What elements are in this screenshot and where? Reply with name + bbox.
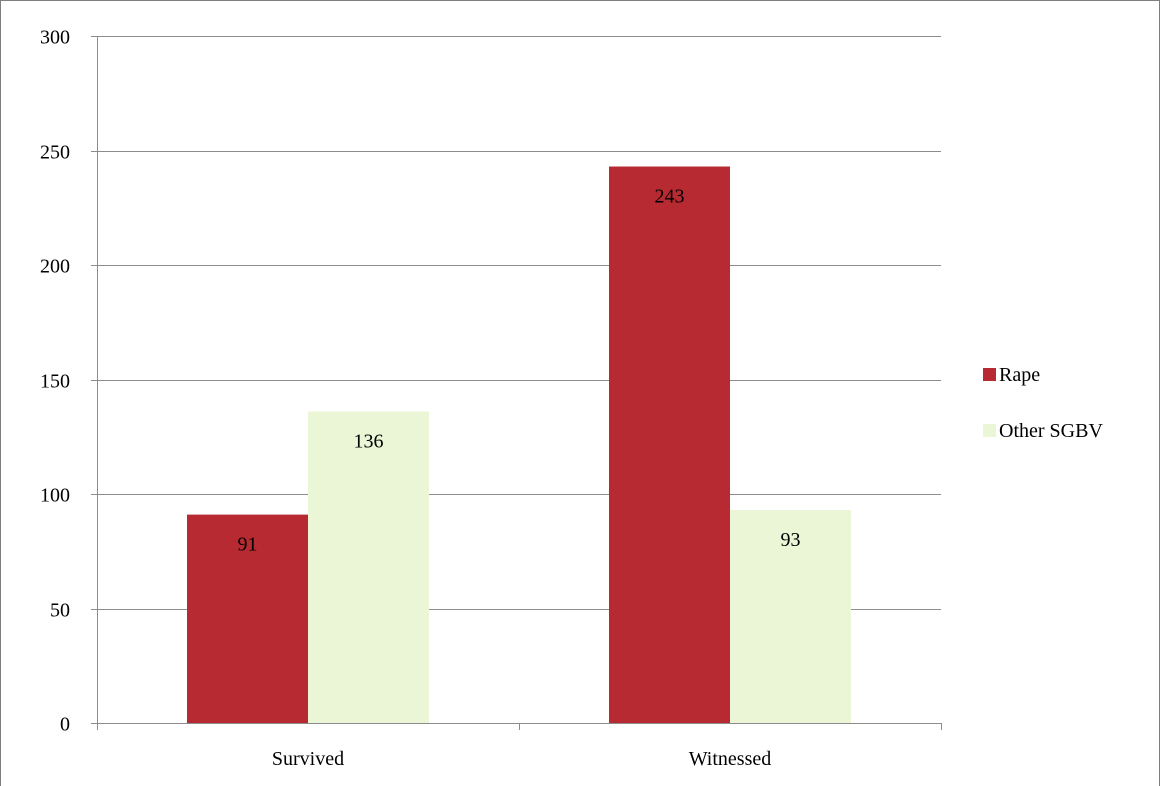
- y-tick-label-3: 150: [40, 371, 70, 393]
- bar-other-sgbv-survived: [308, 411, 429, 723]
- legend-label-rape: Rape: [999, 364, 1040, 386]
- legend-swatch-rape: [983, 368, 996, 381]
- y-tick-label-2: 100: [40, 485, 70, 507]
- legend-label-other-sgbv: Other SGBV: [999, 420, 1103, 442]
- bar-rape-witnessed: [609, 166, 730, 723]
- bar-rape-survived: [187, 514, 308, 723]
- y-tick-label-4: 200: [40, 256, 70, 278]
- data-label-rape-survived: 91: [238, 534, 258, 556]
- legend-swatch-other-sgbv: [983, 424, 996, 437]
- y-tick-label-6: 300: [40, 27, 70, 49]
- y-tick-label-1: 50: [50, 600, 70, 622]
- x-category-label-0: Survived: [272, 748, 344, 770]
- data-label-rape-witnessed: 243: [655, 186, 685, 208]
- frame-top-border: [0, 0, 1160, 1]
- y-tick-label-0: 0: [60, 714, 70, 736]
- x-category-label-1: Witnessed: [689, 748, 772, 770]
- data-label-other-sgbv-witnessed: 93: [781, 529, 801, 551]
- data-label-other-sgbv-survived: 136: [354, 431, 384, 453]
- y-tick-label-5: 250: [40, 142, 70, 164]
- frame-left-border: [0, 0, 1, 786]
- bar-other-sgbv-witnessed: [730, 510, 851, 723]
